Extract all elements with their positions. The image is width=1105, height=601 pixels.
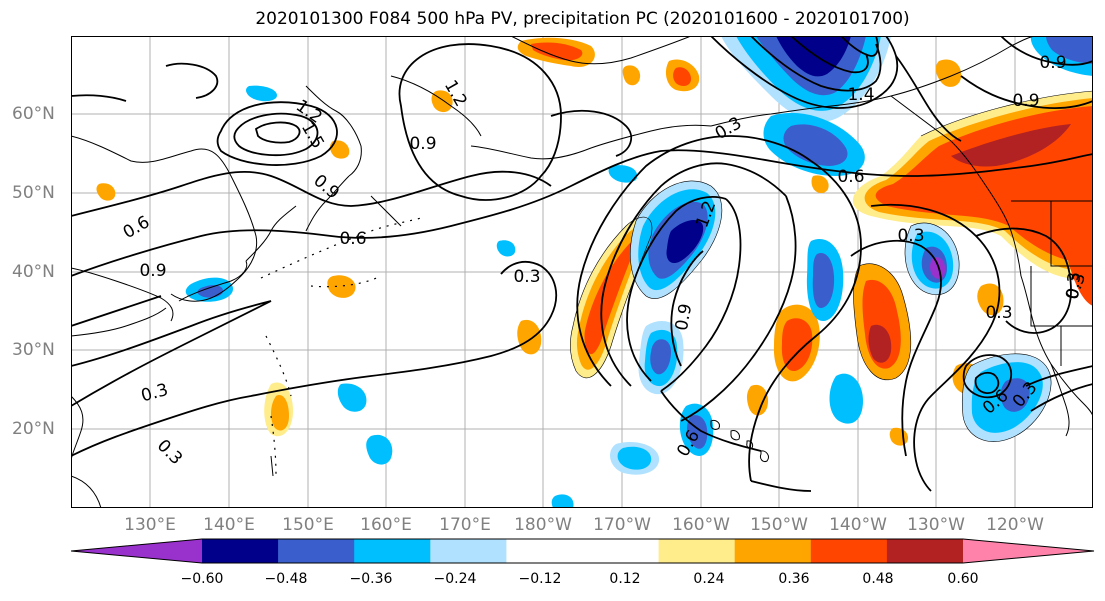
colorbar-segment	[430, 539, 507, 563]
lon-label-120w: 120°W	[986, 515, 1044, 535]
lon-label-130e: 130°E	[124, 515, 176, 535]
colorbar-segment	[278, 539, 355, 563]
contour-label: 0.3	[513, 267, 540, 287]
contour-label: 0.3	[153, 436, 186, 469]
contour-label: 0.9	[672, 302, 696, 332]
contour-label: 0.9	[309, 171, 343, 204]
map-title: 2020101300 F084 500 hPa PV, precipitatio…	[255, 9, 910, 29]
colorbar-tick-label: 0.48	[862, 571, 894, 587]
colorbar-tick-label: 0.60	[947, 571, 979, 587]
colorbar-extend-max	[963, 539, 1094, 563]
contour-label: 0.9	[1039, 53, 1066, 73]
contour-label: 0.3	[712, 113, 745, 144]
lon-label-160w: 160°W	[672, 515, 730, 535]
lon-label-140e: 140°E	[203, 515, 255, 535]
colorbar	[71, 538, 1095, 564]
contour-label: 1.4	[847, 85, 874, 105]
contour-label: 0.3	[139, 380, 170, 406]
lon-label-150e: 150°E	[282, 515, 334, 535]
lon-label-170w: 170°W	[593, 515, 651, 535]
colorbar-segment	[810, 539, 888, 563]
colorbar-tick-label: −0.12	[518, 571, 562, 587]
colorbar-tick-label: −0.60	[180, 571, 224, 587]
contour-label: 0.6	[120, 212, 153, 243]
lon-label-180w: 180°W	[514, 515, 572, 535]
island-chains	[260, 217, 422, 477]
contour-label: 0.9	[409, 134, 436, 154]
lon-label-130w: 130°W	[907, 515, 965, 535]
colorbar-segment	[506, 539, 583, 563]
map-panel: 1.2 1.5 0.9 0.9 0.6 0.6 0.9 0.3 0.6 0.3 …	[71, 36, 1093, 508]
colorbar-segment	[734, 539, 812, 563]
colorbar-segment	[354, 539, 431, 563]
lat-label-30n: 30°N	[12, 340, 55, 360]
lat-label-50n: 50°N	[12, 183, 55, 203]
colorbar-tick-label: 0.12	[609, 571, 641, 587]
lon-label-160e: 160°E	[360, 515, 412, 535]
colorbar-tick-label: −0.36	[349, 571, 393, 587]
colorbar-tick-label: 0.24	[693, 571, 725, 587]
colorbar-segment	[202, 539, 279, 563]
lat-label-40n: 40°N	[12, 262, 55, 282]
lat-label-60n: 60°N	[12, 104, 55, 124]
colorbar-extend-min	[71, 539, 202, 563]
colorbar-tick-label: −0.24	[433, 571, 477, 587]
lat-label-20n: 20°N	[12, 419, 55, 439]
colorbar-outline	[71, 538, 1095, 564]
contour-label: 0.3	[1063, 271, 1085, 300]
colorbar-tick-label: −0.48	[264, 571, 308, 587]
map-canvas: 1.2 1.5 0.9 0.9 0.6 0.6 0.9 0.3 0.6 0.3 …	[71, 36, 1093, 508]
lon-label-170e: 170°E	[439, 515, 491, 535]
contour-label: 0.6	[339, 229, 366, 249]
colorbar-segment	[886, 539, 964, 563]
contour-label: 1.5	[297, 119, 328, 152]
lon-label-140w: 140°W	[829, 515, 887, 535]
contour-label: 0.9	[139, 261, 166, 281]
lon-label-150w: 150°W	[750, 515, 808, 535]
contour-label: 0.9	[1012, 91, 1039, 111]
pv-contours	[71, 36, 1093, 492]
colorbar-segment	[658, 539, 736, 563]
colorbar-segment	[582, 539, 660, 563]
colorbar-tick-label: 0.36	[778, 571, 810, 587]
contour-label: 0.6	[837, 167, 864, 187]
contour-label: 0.3	[897, 226, 924, 246]
contour-label: 0.3	[985, 303, 1012, 323]
